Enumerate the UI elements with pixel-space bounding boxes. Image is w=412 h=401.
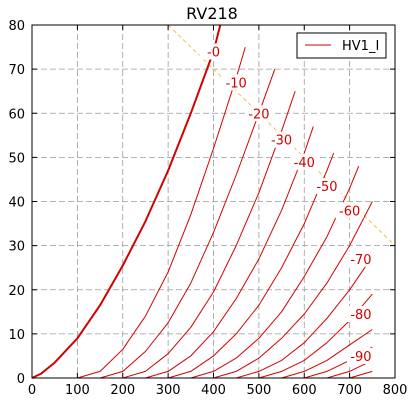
- curve-label-bg: [267, 131, 296, 148]
- y-tick-label: 10: [8, 328, 25, 343]
- curve-line: [213, 201, 373, 379]
- x-tick-label: 0: [28, 383, 36, 398]
- y-tick-label: 20: [8, 284, 25, 299]
- curve-labels: -0 -10 -20-30-40-50-60 -70 -80 -90: [199, 43, 375, 365]
- curve-label-bg: [346, 347, 375, 364]
- curve-label: -60: [339, 204, 360, 219]
- x-tick-label: 100: [65, 383, 90, 398]
- curve-label: -10: [226, 76, 247, 91]
- curve-label: -40: [294, 156, 315, 171]
- load-line: [167, 24, 396, 246]
- y-tick-label: 80: [8, 19, 25, 34]
- y-tick-label: 70: [8, 63, 25, 78]
- axis-ticks: 0 100 200 300 400 500 600 700 800 0 10 20 30 40 50 60 70…: [8, 19, 407, 398]
- curve-line: [77, 46, 246, 379]
- curve-label-bg: [335, 202, 364, 219]
- curve-label-bg: [199, 43, 228, 60]
- x-tick-label: 500: [246, 383, 271, 398]
- curve-line: [122, 91, 296, 379]
- y-tick-label: 50: [8, 151, 25, 166]
- curve-line: [326, 359, 373, 379]
- curve-label: -20: [248, 107, 269, 122]
- x-tick-label: 800: [383, 383, 408, 398]
- legend: HV1_I: [296, 32, 387, 59]
- y-tick-label: 30: [8, 240, 25, 255]
- chart-title: RV218: [186, 4, 238, 23]
- curve-label-bg: [312, 178, 341, 195]
- curve-label: -80: [350, 308, 371, 323]
- x-tick-label: 300: [156, 383, 181, 398]
- curve-label: -50: [316, 180, 337, 195]
- curve-line: [281, 329, 373, 379]
- y-tick-label: 60: [8, 107, 25, 122]
- curve-label-bg: [346, 250, 375, 267]
- plate-curves: [31, 24, 373, 379]
- curve-label-bg: [244, 105, 273, 122]
- curve-label: -30: [271, 134, 292, 149]
- curve-line: [31, 24, 222, 379]
- curve-label-bg: [346, 306, 375, 323]
- curve-line: [145, 126, 314, 379]
- curve-label-bg: [222, 74, 251, 91]
- y-tick-label: 0: [17, 372, 25, 387]
- x-tick-label: 400: [201, 383, 226, 398]
- curve-line: [236, 256, 373, 379]
- legend-label: HV1_I: [342, 39, 379, 54]
- y-tick-label: 40: [8, 196, 25, 211]
- curve-line: [349, 370, 373, 379]
- curve-label-bg: [290, 153, 319, 170]
- curve-label: -0: [207, 45, 220, 60]
- load-line-segment: [167, 24, 396, 246]
- curve-line: [99, 68, 276, 379]
- curve-line: [167, 152, 335, 379]
- x-tick-label: 700: [337, 383, 362, 398]
- legend-box: [296, 32, 387, 59]
- x-tick-label: 600: [292, 383, 317, 398]
- curve-label: -70: [350, 253, 371, 268]
- x-tick-label: 200: [110, 383, 135, 398]
- curve-label: -90: [350, 350, 371, 365]
